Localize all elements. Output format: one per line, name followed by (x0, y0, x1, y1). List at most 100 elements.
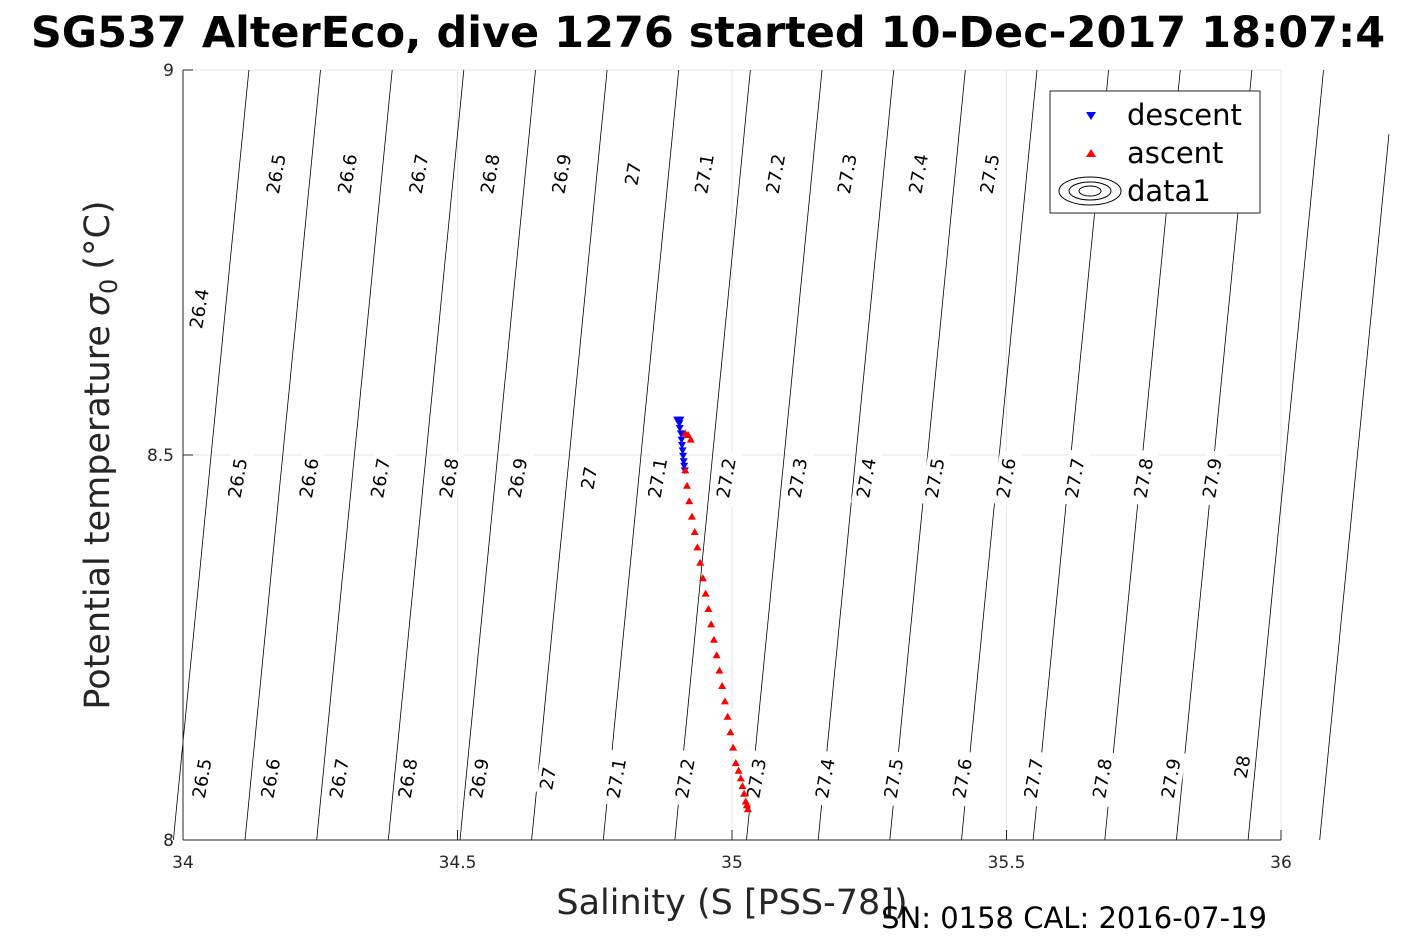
contour-label-27: 27 (575, 461, 603, 495)
ascent-point (707, 620, 716, 628)
contour-label-bg (990, 449, 1023, 507)
ascent-point (740, 789, 749, 797)
footer-serial-cal: SN: 0158 CAL: 2016-07-19 (881, 901, 1267, 935)
contour-label-bg (1059, 449, 1091, 507)
x-tick-label: 36 (1270, 853, 1292, 873)
ascent-point (681, 466, 690, 474)
contour-label-bg (222, 449, 254, 507)
legend-descent-marker (1086, 112, 1096, 120)
sigma-contour-27.5 (961, 69, 1038, 841)
contour-label-text: 28 (1231, 754, 1256, 780)
descent-point (679, 458, 688, 466)
contour-labels: 26.426.5 26.6 26.7 26.8 26.9 27 27.1 27.2 27.3 27… (183, 145, 1259, 807)
contour-label-bg (1087, 749, 1119, 807)
sigma-contour-27.4 (889, 69, 966, 841)
descent-point (677, 436, 686, 444)
contour-label-bg (1155, 749, 1187, 807)
contour-label-bg (782, 449, 814, 507)
ascent-point (718, 682, 727, 689)
ascent-point (741, 797, 750, 805)
contour-label-28: 28 (1229, 750, 1257, 784)
contour-label-bg (809, 749, 841, 807)
contour-label-bg (332, 145, 364, 203)
ascent-point (715, 666, 724, 674)
x-tick-label: 35 (721, 853, 743, 873)
contour-label-27.3: 27.3 (782, 449, 814, 507)
contour-label-bg (669, 749, 701, 807)
sigma-contour-27.9 (1247, 69, 1324, 841)
contour-label-bg (260, 145, 292, 203)
contour-label-bg (878, 749, 910, 807)
ascent-point (723, 712, 732, 720)
descent-point (675, 425, 684, 432)
data-series (673, 416, 752, 813)
ascent-point (693, 543, 702, 551)
ascent-point (712, 651, 721, 659)
descent-series (673, 416, 689, 475)
contour-label-27.6: 27.6 (990, 449, 1023, 507)
ascent-point (683, 481, 691, 489)
contour-label-26.5: 26.5 (186, 749, 218, 807)
legend: descent ascent data1 (1049, 90, 1261, 214)
contour-label-bg (601, 749, 633, 807)
sigma-contour-26.4 (173, 69, 250, 841)
contour-label-bg (433, 449, 465, 507)
legend-data1-contour-icon (1058, 176, 1122, 206)
contour-label-bg (186, 749, 218, 807)
descent-point (679, 452, 688, 460)
contour-label-bg (831, 145, 863, 203)
contour-label-bg (403, 145, 435, 203)
contour-label-26.8: 26.8 (433, 449, 465, 507)
descent-point (675, 420, 684, 428)
tick-labels: 34 34.5 35 35.5 36 8 8.5 9 (147, 61, 1292, 873)
contour-label-bg (760, 145, 792, 203)
contour-label-bg (575, 461, 603, 495)
contour-label-bg (255, 749, 287, 807)
x-tick-label: 34 (172, 853, 194, 873)
ascent-point (686, 435, 695, 443)
contour-label-27: 27 (619, 157, 647, 191)
sigma-contour-27.3 (817, 69, 895, 841)
legend-ascent-marker (1086, 149, 1096, 157)
contour-label-bg (546, 145, 578, 203)
ascent-point (736, 774, 745, 782)
contour-label-bg (689, 145, 721, 203)
contour-label-bg (919, 449, 951, 507)
contour-label-bg (534, 761, 562, 796)
ascent-point (684, 431, 693, 438)
contour-label-text: 27 (536, 765, 561, 791)
ascent-point (726, 728, 735, 736)
contour-label-bg (850, 449, 883, 507)
contour-label-bg (974, 145, 1006, 203)
contour-label-text: 27 (577, 465, 602, 491)
chart-title: SG537 AlterEco, dive 1276 started 10-Dec… (31, 8, 1385, 58)
x-tick-label: 34.5 (439, 853, 477, 873)
y-axis-label-sigma: σ (78, 292, 118, 316)
sigma-contour-26.9 (531, 69, 608, 841)
ascent-point (690, 528, 699, 535)
contour-label-bg (741, 749, 773, 807)
ascent-point (704, 605, 713, 612)
sigma-contour-27.2 (746, 69, 823, 841)
ascent-point (731, 759, 740, 766)
contour-label-bg (710, 449, 743, 507)
ascent-series (681, 429, 752, 813)
legend-box (1049, 90, 1261, 214)
contour-label-bg (365, 449, 397, 507)
contour-label-bg (642, 449, 674, 507)
ascent-point (698, 574, 707, 582)
contour-label-bg (903, 145, 935, 203)
ascent-point (742, 801, 751, 809)
ascent-point (734, 766, 743, 774)
ascent-point (738, 782, 747, 790)
sigma-contour-28 (1319, 134, 1390, 841)
contour-label-27.4: 27.4 (850, 449, 883, 507)
x-tick-label: 35.5 (988, 853, 1026, 873)
y-axis-label-subscript: 0 (95, 279, 123, 294)
contour-label-bg (502, 449, 534, 507)
legend-ascent-label: ascent (1127, 136, 1223, 170)
contour-label-bg (1128, 449, 1160, 507)
x-axis-label: Salinity (S [PSS-78]) (556, 883, 907, 923)
sigma-contour-27.1 (674, 69, 751, 841)
